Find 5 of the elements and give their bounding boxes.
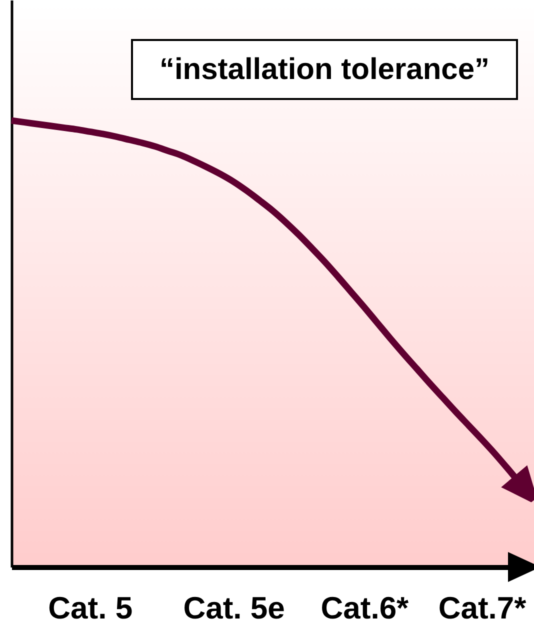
x-tick-label: Cat. 5e bbox=[183, 590, 285, 624]
x-tick-label: Cat.7* bbox=[438, 590, 528, 624]
chart-title: “installation tolerance” bbox=[131, 39, 518, 100]
x-tick-label: Cat.6* bbox=[320, 590, 410, 624]
x-tick-label: Cat. 5 bbox=[48, 590, 133, 624]
